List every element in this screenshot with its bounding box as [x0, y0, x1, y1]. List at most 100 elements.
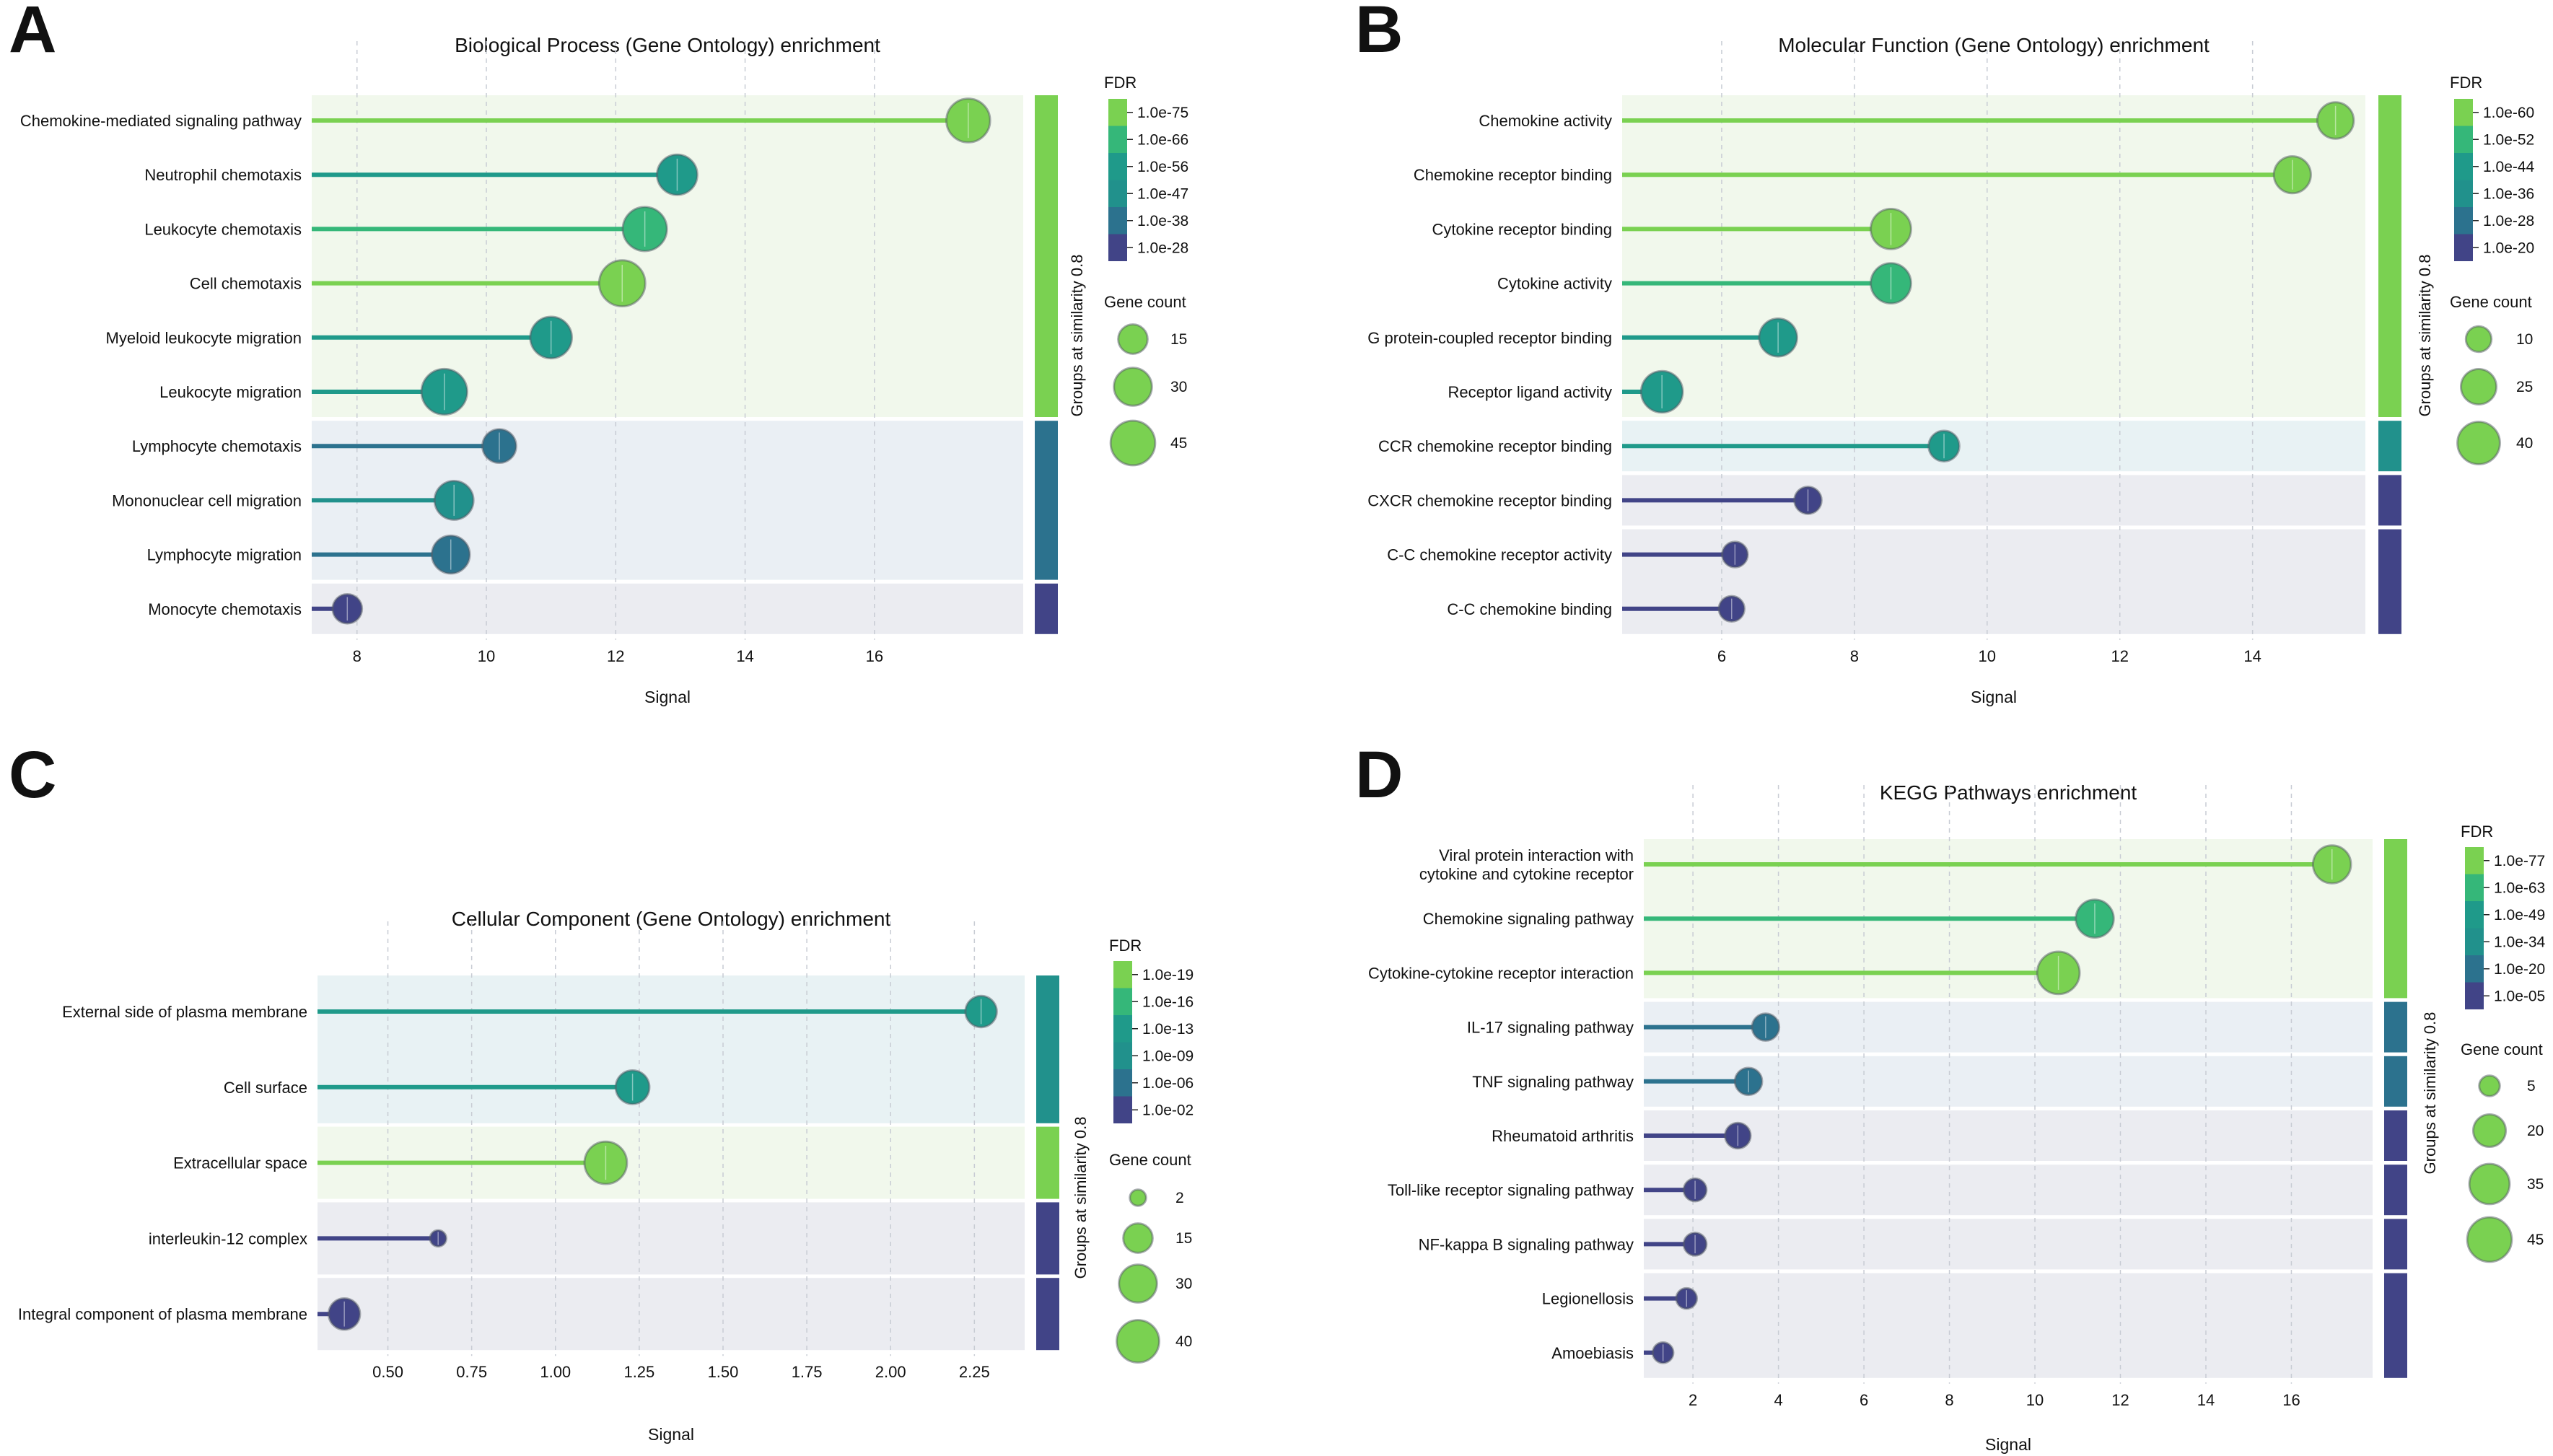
fdr-legend-label: 1.0e-09 [1142, 1048, 1194, 1064]
lollipop-marker [1870, 208, 1912, 250]
group-background-1 [318, 975, 1025, 1123]
gene-count-legend-marker [2466, 1216, 2513, 1263]
x-tick-label: 1.75 [792, 1363, 823, 1381]
fdr-legend-label: 1.0e-75 [1137, 105, 1188, 121]
gene-count-legend-label: 35 [2527, 1176, 2544, 1193]
gene-count-legend-marker [2464, 325, 2493, 354]
category-label: IL-17 signaling pathway [1467, 1019, 1634, 1037]
group-background-3 [1644, 1056, 2373, 1107]
group-color-bar-1 [1035, 95, 1058, 417]
fdr-legend-title: FDR [1104, 74, 1137, 92]
gene-count-legend-marker [2471, 1113, 2508, 1149]
lollipop-marker [1793, 486, 1823, 515]
category-label: External side of plasma membrane [62, 1003, 307, 1021]
x-tick-label: 14 [2197, 1391, 2215, 1409]
fdr-legend-label: 1.0e-16 [1142, 994, 1194, 1010]
fdr-legend-swatch [1113, 1042, 1132, 1069]
group-color-bar-5 [2384, 1165, 2407, 1216]
group-color-bar-7 [2384, 1273, 2407, 1378]
fdr-legend-swatch [2465, 982, 2484, 1009]
gene-count-legend-label: 30 [1170, 379, 1187, 395]
fdr-legend-label: 1.0e-38 [1137, 213, 1188, 229]
group-color-bar-3 [2378, 475, 2401, 526]
lollipop-marker [2075, 898, 2115, 939]
fdr-legend-label: 1.0e-13 [1142, 1021, 1194, 1038]
category-label: Mononuclear cell migration [112, 491, 302, 509]
x-tick-label: 2 [1689, 1391, 1697, 1409]
lollipop-marker [614, 1069, 651, 1105]
x-axis-label: Signal [1971, 688, 2017, 706]
lollipop-marker [430, 534, 471, 575]
x-tick-label: 14 [2243, 647, 2261, 665]
fdr-legend-swatch [2454, 207, 2473, 234]
gene-count-legend-marker [1117, 323, 1149, 355]
x-tick-label: 0.50 [372, 1363, 403, 1381]
lollipop-marker [1758, 317, 1798, 358]
lollipop-marker [433, 479, 475, 521]
fdr-legend-swatch [1113, 988, 1132, 1015]
group-color-bar-2 [2378, 421, 2401, 472]
gene-count-legend-label: 40 [1175, 1333, 1192, 1350]
panel-b-molecular-function: Molecular Function (Gene Ontology) enric… [1367, 34, 2534, 706]
category-label: Myeloid leukocyte migration [106, 329, 302, 347]
lollipop-marker [2316, 101, 2355, 140]
lollipop-marker [964, 994, 998, 1029]
category-label: Cytokine-cytokine receptor interaction [1368, 964, 1634, 982]
lollipop-marker [583, 1140, 629, 1185]
lollipop-marker [1721, 540, 1749, 569]
lollipop-marker [2272, 155, 2312, 195]
category-label: Extracellular space [173, 1154, 307, 1172]
gene-count-legend-marker [2456, 421, 2501, 465]
fdr-legend-label: 1.0e-02 [1142, 1102, 1194, 1118]
lollipop-marker [1717, 595, 1746, 623]
fdr-legend-title: FDR [1109, 937, 1142, 955]
fdr-legend-label: 1.0e-49 [2494, 907, 2545, 924]
category-label: Cell surface [224, 1079, 307, 1097]
gene-count-legend-marker [1122, 1222, 1154, 1254]
gene-count-legend-label: 15 [1175, 1230, 1192, 1247]
lollipop-marker [1639, 369, 1684, 414]
category-label: Neutrophil chemotaxis [144, 166, 302, 184]
group-color-bar-4 [1036, 1278, 1059, 1351]
fdr-legend-swatch [1113, 961, 1132, 988]
x-tick-label: 12 [2111, 1391, 2129, 1409]
group-background-1 [312, 95, 1023, 417]
fdr-legend-swatch [2454, 99, 2473, 126]
panel-letter-b: B [1355, 0, 1403, 66]
lollipop-marker [621, 206, 668, 253]
fdr-legend-title: FDR [2461, 823, 2493, 841]
x-axis-label: Signal [644, 688, 691, 706]
fdr-legend-label: 1.0e-44 [2483, 159, 2535, 175]
gene-count-legend-title: Gene count [1109, 1151, 1191, 1169]
fdr-legend-swatch [1108, 207, 1127, 234]
fdr-legend-label: 1.0e-36 [2483, 185, 2534, 202]
fdr-legend-label: 1.0e-52 [2483, 131, 2534, 148]
fdr-legend-swatch [2454, 234, 2473, 261]
x-tick-label: 12 [2111, 647, 2128, 665]
group-color-bar-1 [2378, 95, 2401, 417]
fdr-legend-swatch [2465, 874, 2484, 901]
group-background-1 [1622, 95, 2365, 417]
category-label: TNF signaling pathway [1472, 1073, 1634, 1091]
category-label: Chemokine activity [1479, 112, 1612, 130]
category-label: Leukocyte migration [159, 383, 302, 401]
x-tick-label: 6 [1860, 1391, 1868, 1409]
category-label: Legionellosis [1542, 1290, 1634, 1308]
x-tick-label: 2.00 [875, 1363, 906, 1381]
lollipop-marker [945, 97, 991, 144]
fdr-legend-swatch [1113, 1096, 1132, 1123]
group-color-bar-4 [2378, 529, 2401, 634]
group-color-bar-1 [1036, 975, 1059, 1123]
fdr-legend-label: 1.0e-77 [2494, 853, 2545, 869]
category-label: cytokine and cytokine receptor [1419, 865, 1634, 883]
x-tick-label: 10 [478, 647, 495, 665]
category-label: Chemokine receptor binding [1414, 166, 1612, 184]
group-color-bar-2 [1036, 1126, 1059, 1199]
fdr-legend-label: 1.0e-06 [1142, 1075, 1194, 1092]
group-background-4 [1644, 1110, 2373, 1161]
group-background-5 [1644, 1165, 2373, 1216]
lollipop-marker [1751, 1012, 1781, 1042]
fdr-legend-swatch [1108, 153, 1127, 180]
lollipop-marker [656, 153, 699, 196]
x-tick-label: 6 [1717, 647, 1726, 665]
